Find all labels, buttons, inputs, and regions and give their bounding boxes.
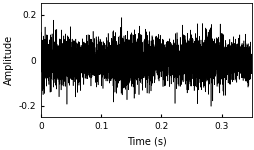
Y-axis label: Amplitude: Amplitude — [4, 35, 13, 85]
X-axis label: Time (s): Time (s) — [126, 136, 166, 147]
